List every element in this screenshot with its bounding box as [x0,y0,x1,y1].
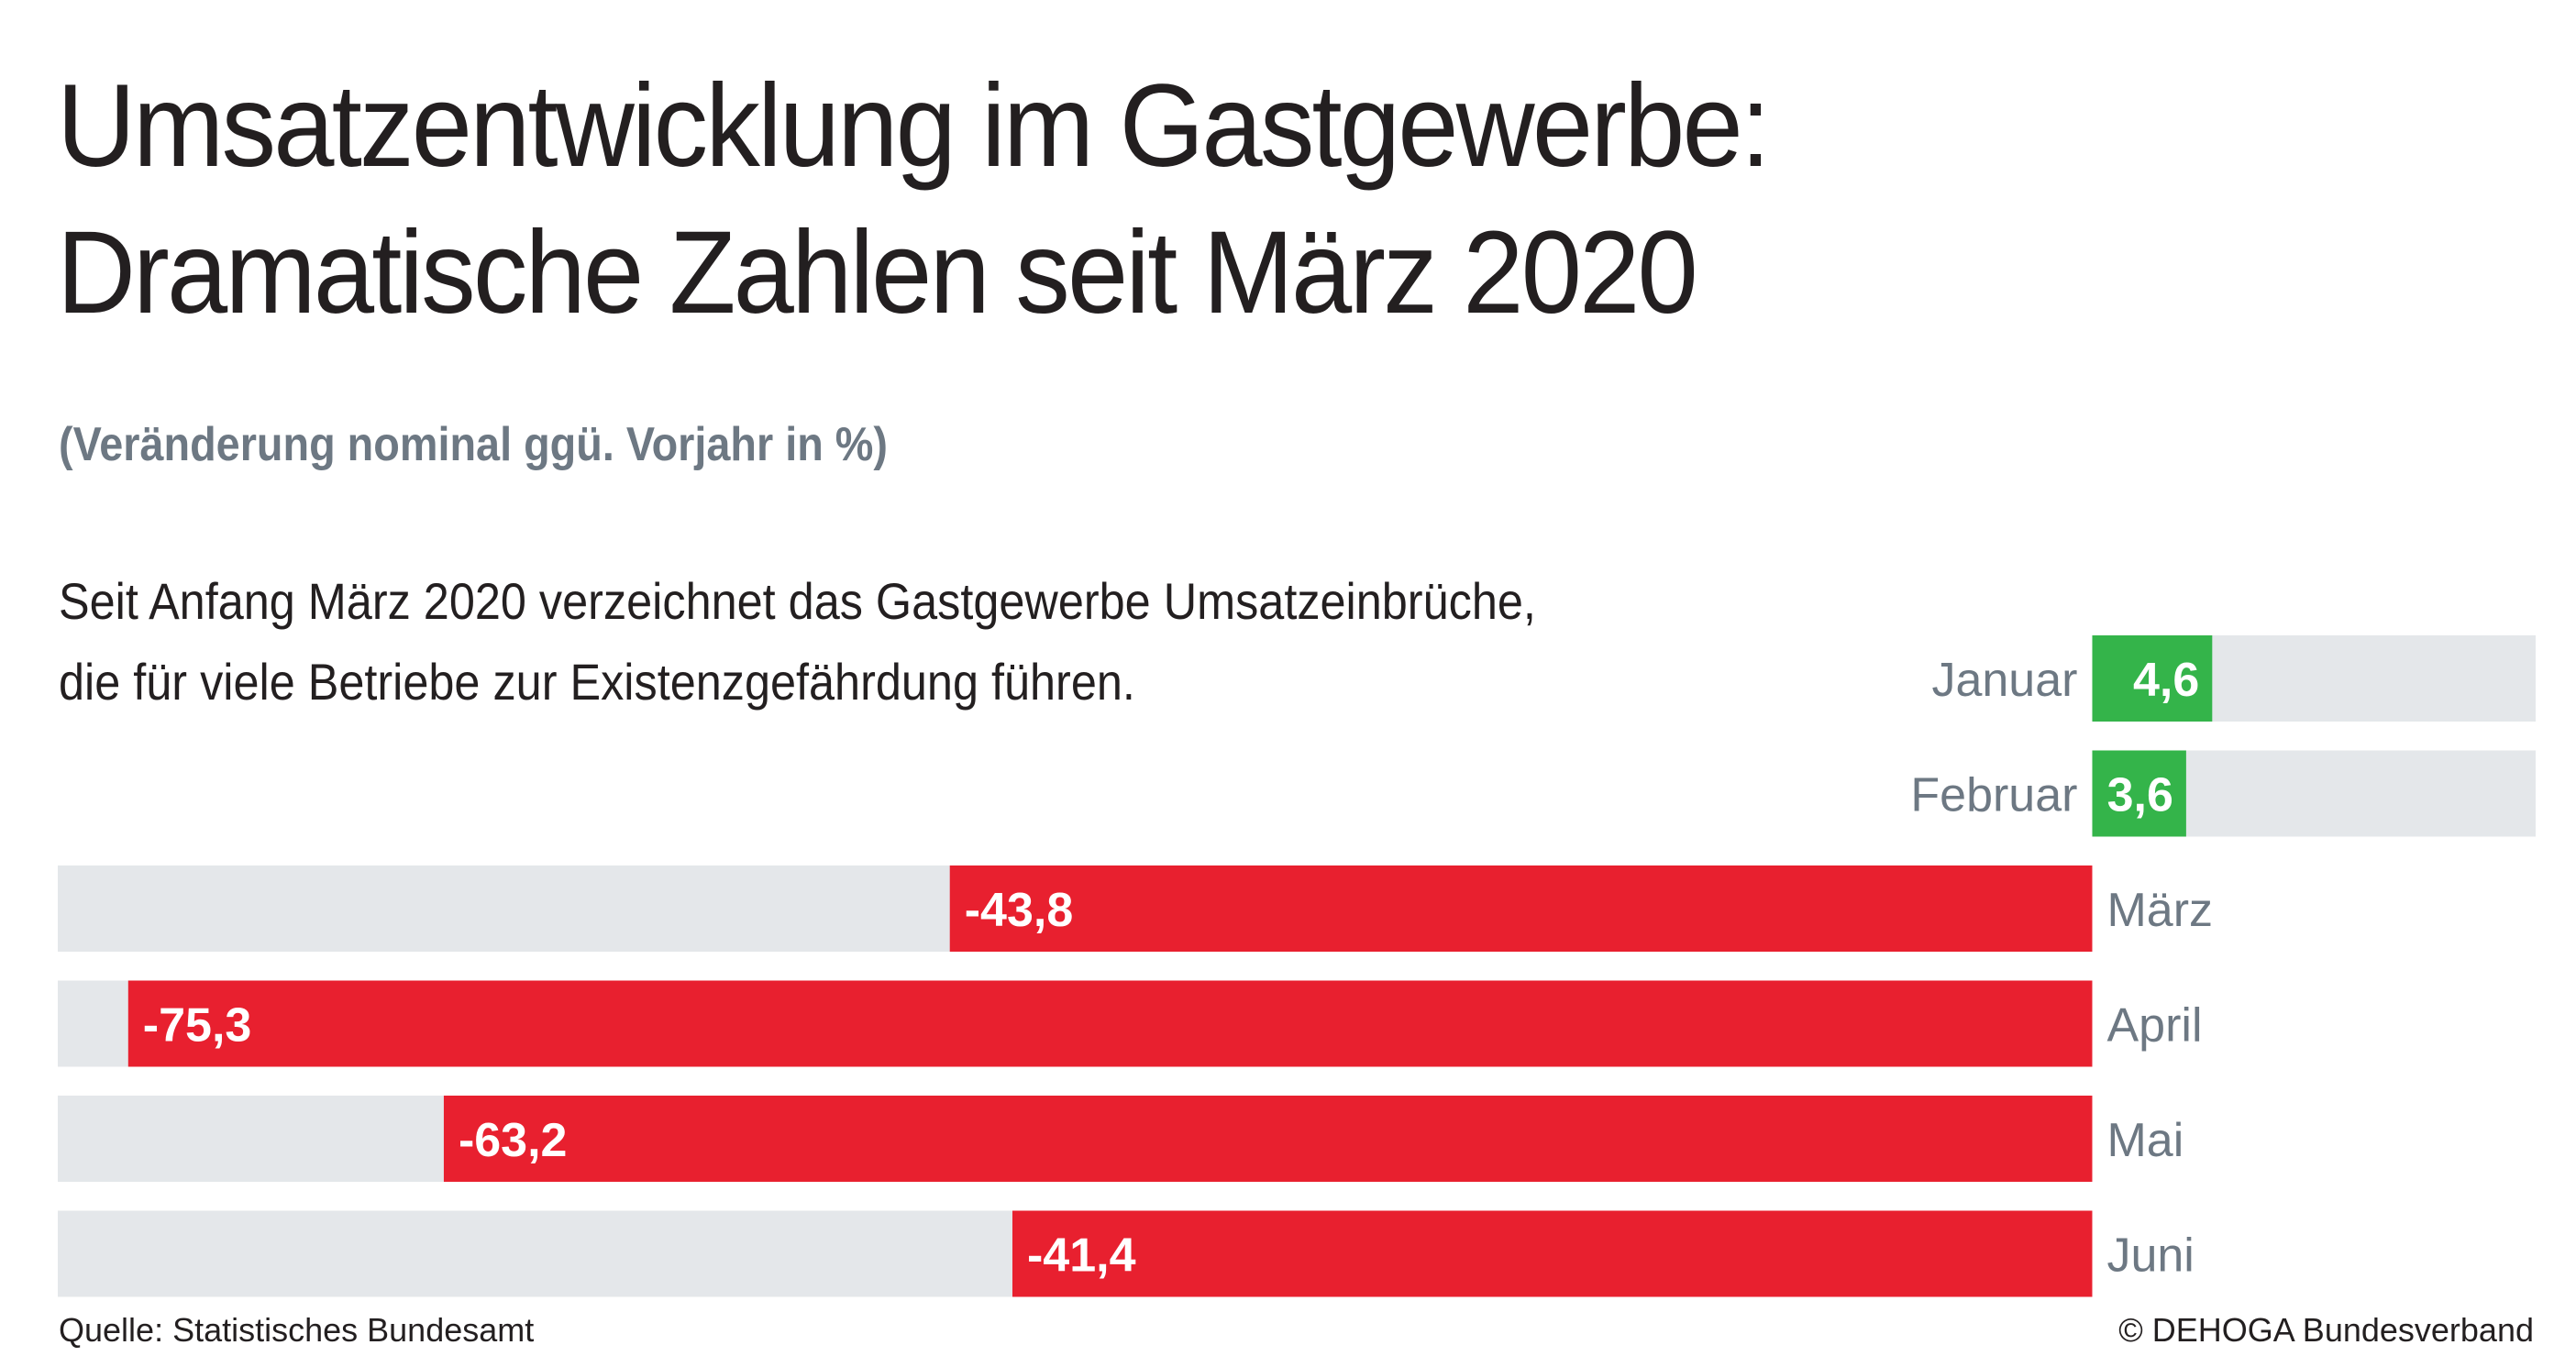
bar-value-label: -43,8 [965,884,1074,937]
description-line-1: Seit Anfang März 2020 verzeichnet das Ga… [59,572,1536,630]
description: Seit Anfang März 2020 verzeichnet das Ga… [59,561,1536,722]
bar [1012,1210,2093,1297]
category-label: März [2106,884,2213,937]
source-note: Quelle: Statistisches Bundesamt [59,1311,535,1349]
bar-value-label: 4,6 [2133,654,2199,707]
category-label: April [2106,999,2202,1053]
description-line-2: die für viele Betriebe zur Existenzgefäh… [59,653,1135,711]
bar [443,1096,2093,1182]
category-label: Juni [2106,1229,2194,1283]
bar [949,865,2093,952]
title-line-2: Dramatische Zahlen seit März 2020 [57,207,1698,338]
bar-value-label: 3,6 [2107,769,2173,822]
category-label: Januar [1931,654,2077,707]
chart-title: Umsatzentwicklung im Gastgewerbe: Dramat… [57,53,1771,347]
bar [2092,750,2186,837]
bar-value-label: -75,3 [143,999,252,1053]
category-label: Mai [2106,1114,2184,1167]
category-label: Februar [1910,769,2077,822]
chart-subtitle: (Veränderung nominal ggü. Vorjahr in %) [59,418,889,471]
bar-value-label: -63,2 [459,1114,568,1167]
bar-value-label: -41,4 [1027,1229,1136,1283]
bar [2092,635,2213,722]
title-line-1: Umsatzentwicklung im Gastgewerbe: [57,61,1771,192]
copyright-note: © DEHOGA Bundesverband [2118,1311,2534,1349]
bar [127,980,2093,1067]
